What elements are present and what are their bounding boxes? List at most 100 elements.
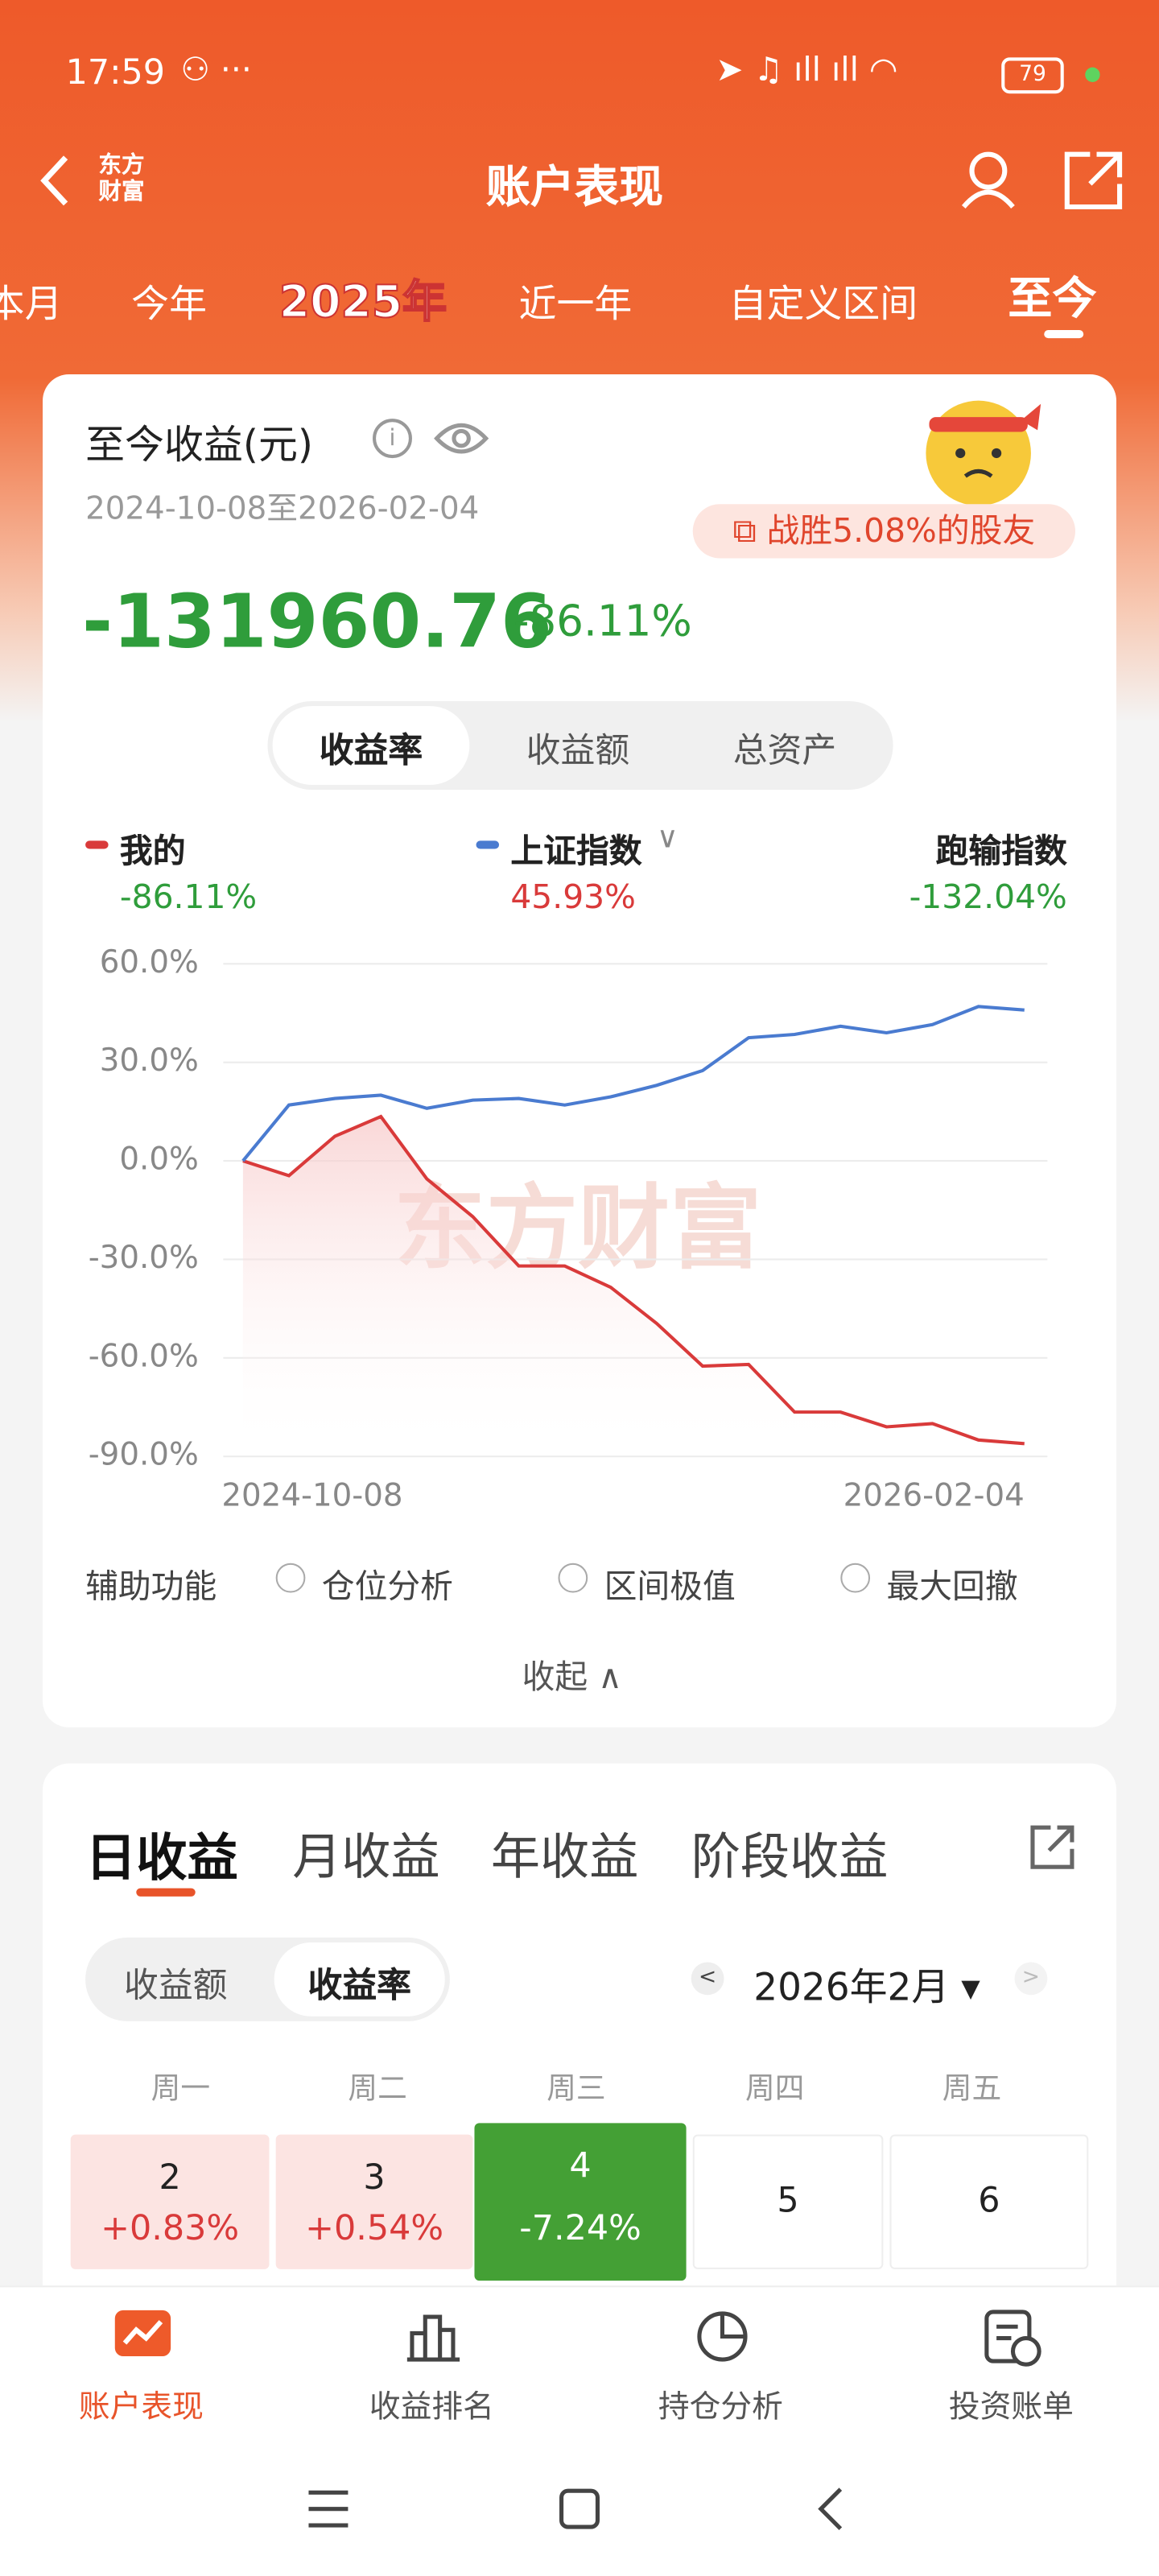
weekday: 周三 xyxy=(547,2072,606,2107)
tools-label: 辅助功能 xyxy=(85,1566,217,1606)
date-range: 2024-10-08至2026-02-04 xyxy=(85,490,480,527)
logo: 东方 财富 xyxy=(98,153,144,205)
calendar-cell[interactable]: 3 +0.54% xyxy=(275,2134,473,2269)
eye-icon[interactable] xyxy=(433,419,489,458)
x-tick-label: 2024-10-08 xyxy=(221,1478,402,1514)
y-tick-label: -30.0% xyxy=(89,1240,199,1276)
status-icons: ⚇ ··· xyxy=(180,49,252,89)
tab[interactable]: 近一年 xyxy=(518,283,633,327)
nav-icon[interactable] xyxy=(112,2307,175,2363)
segment[interactable]: 收益率 xyxy=(319,730,423,770)
day-change: +0.83% xyxy=(101,2208,240,2248)
legend-swatch xyxy=(85,840,109,849)
weekday: 周五 xyxy=(942,2072,1002,2107)
legend-name: 我的 xyxy=(119,831,186,871)
tab[interactable]: 2025年 xyxy=(278,277,448,329)
line xyxy=(241,1005,1025,1162)
collapse[interactable]: 收起 ∧ xyxy=(522,1657,623,1697)
segment[interactable]: 收益额 xyxy=(526,730,630,770)
radio[interactable] xyxy=(840,1563,871,1593)
nav-label-active[interactable]: 账户表现 xyxy=(78,2388,204,2425)
chart: 东方财富 60.0%30.0%0.0%-30.0%-60.0%-90.0%202… xyxy=(89,944,1048,1514)
weekday: 周二 xyxy=(348,2072,407,2107)
day-change: -7.24% xyxy=(519,2208,641,2248)
nav-label[interactable]: 投资账单 xyxy=(948,2388,1074,2425)
line xyxy=(242,1114,1025,1446)
y-tick-label: 30.0% xyxy=(100,1042,199,1079)
user-icon[interactable] xyxy=(959,148,1025,214)
nav-label[interactable]: 持仓分析 xyxy=(658,2388,783,2425)
segment-active xyxy=(272,706,470,785)
calendar-cell[interactable]: 2 +0.83% xyxy=(70,2134,270,2269)
calendar-cell[interactable]: 5 xyxy=(692,2134,884,2269)
segment[interactable]: 总资产 xyxy=(732,730,837,770)
day: 4 xyxy=(569,2145,592,2186)
prev-month[interactable]: < xyxy=(691,1962,724,1996)
area xyxy=(242,1116,1025,1457)
income-tab[interactable]: 年收益 xyxy=(490,1829,639,1887)
calendar-cell[interactable]: 4 -7.24% xyxy=(474,2123,687,2281)
day: 3 xyxy=(363,2157,386,2198)
radio[interactable] xyxy=(275,1563,306,1593)
y-tick-label: 60.0% xyxy=(100,944,199,980)
emoji xyxy=(926,400,1041,506)
nav-icon[interactable] xyxy=(982,2306,1045,2368)
summary-card xyxy=(43,374,1116,1728)
tool-option[interactable]: 仓位分析 xyxy=(321,1566,453,1606)
excess-name: 跑输指数 xyxy=(935,831,1067,871)
y-tick-label: -60.0% xyxy=(89,1338,199,1374)
y-tick-label: -90.0% xyxy=(89,1437,199,1473)
tab[interactable]: 本月 xyxy=(0,283,63,327)
income-tab-active[interactable]: 日收益 xyxy=(85,1829,238,1889)
profit-rate: -86.11% xyxy=(514,597,692,647)
gesture-bar xyxy=(308,2487,843,2530)
radio[interactable] xyxy=(558,1563,588,1593)
day: 5 xyxy=(777,2180,799,2220)
profit: -131960.76 xyxy=(81,577,552,666)
x-tick-label: 2026-02-04 xyxy=(843,1478,1025,1514)
dot xyxy=(1085,67,1100,82)
collapse-text: 收起 xyxy=(522,1657,588,1697)
toggle-active xyxy=(274,1942,445,2017)
legend-name[interactable]: 上证指数 xyxy=(510,831,642,871)
info-icon[interactable]: i xyxy=(373,419,412,459)
share-icon[interactable] xyxy=(1028,1823,1077,1872)
badge-text: 战胜5.08%的股友 xyxy=(766,510,1036,551)
day: 2 xyxy=(159,2157,181,2198)
weekday: 周四 xyxy=(745,2072,805,2107)
tool-option[interactable]: 最大回撤 xyxy=(886,1566,1018,1606)
title: 账户表现 xyxy=(485,162,664,214)
nav-icon[interactable] xyxy=(402,2307,465,2363)
excess-value: -132.04% xyxy=(909,877,1067,917)
day: 6 xyxy=(978,2180,1000,2220)
month[interactable]: 2026年2月 ▾ xyxy=(753,1967,980,2010)
badge[interactable]: ⧉ 战胜5.08%的股友 xyxy=(692,504,1076,559)
tab[interactable]: 今年 xyxy=(131,283,208,327)
month-text: 2026年2月 xyxy=(753,1967,950,2010)
time: 17:59 xyxy=(65,52,166,93)
tab-indicator xyxy=(136,1888,196,1897)
dropdown[interactable]: ∨ xyxy=(656,820,678,856)
nav-label[interactable]: 收益排名 xyxy=(369,2388,494,2425)
share-icon[interactable] xyxy=(1061,148,1127,214)
next-month[interactable]: > xyxy=(1014,1962,1048,1996)
legend-value: 45.93% xyxy=(510,877,636,917)
summary-title: 至今收益(元) xyxy=(85,422,314,469)
legend-value: -86.11% xyxy=(119,877,258,917)
tab-active[interactable]: 至今 xyxy=(1008,274,1097,325)
tool-option[interactable]: 区间极值 xyxy=(604,1566,736,1606)
tab[interactable]: 自定义区间 xyxy=(728,283,918,327)
legend-swatch xyxy=(476,840,500,849)
nav-icon[interactable] xyxy=(693,2306,756,2364)
toggle-option[interactable]: 收益额 xyxy=(123,1965,228,2005)
battery: 79 xyxy=(1001,57,1064,94)
calendar-cell[interactable]: 6 xyxy=(889,2134,1089,2269)
y-tick-label: 0.0% xyxy=(119,1141,198,1178)
back[interactable] xyxy=(36,151,76,210)
income-tab[interactable]: 月收益 xyxy=(292,1829,440,1887)
income-tab[interactable]: 阶段收益 xyxy=(691,1829,889,1887)
status-icons: ➤ ♫ ıll ıll ◠ xyxy=(716,49,898,89)
toggle-option[interactable]: 收益率 xyxy=(307,1965,411,2005)
